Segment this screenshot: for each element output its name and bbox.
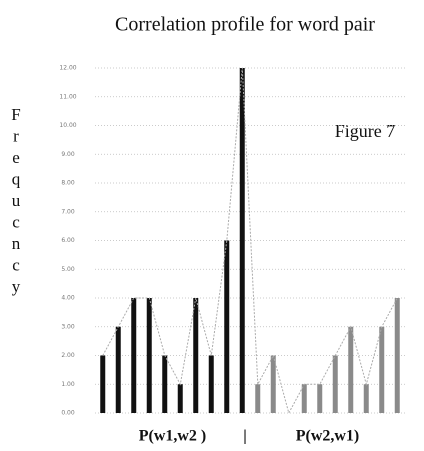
x-group-label: P(w1,w2 ) — [139, 428, 207, 445]
y-tick-label: 6.00 — [61, 237, 75, 244]
annotation: Figure 7 — [335, 121, 396, 141]
y-tick-label: 1.00 — [61, 381, 75, 388]
bar — [100, 355, 106, 413]
y-tick-label: 11.00 — [59, 93, 76, 100]
x-group-label: P(w2,w1) — [296, 428, 360, 445]
y-tick-label: 3.00 — [61, 323, 75, 330]
bar — [379, 326, 385, 413]
y-tick-label: 0.00 — [61, 410, 75, 417]
bar — [208, 355, 214, 413]
y-tick-label: 9.00 — [61, 151, 75, 158]
bar — [115, 326, 121, 413]
profile-line — [102, 67, 398, 415]
bar — [301, 384, 307, 413]
bar — [193, 298, 199, 413]
x-separator: | — [243, 428, 247, 445]
bar — [394, 298, 400, 413]
bar — [348, 326, 354, 413]
bar — [224, 240, 230, 413]
y-tick-label: 8.00 — [61, 180, 75, 187]
bar — [131, 298, 137, 413]
y-tick-label: 2.00 — [61, 352, 75, 359]
bar — [317, 384, 323, 413]
y-tick-label: 5.00 — [61, 266, 75, 273]
y-tick-label: 10.00 — [59, 122, 76, 129]
bar — [239, 68, 245, 413]
bar — [270, 355, 276, 413]
bar — [146, 298, 152, 413]
y-tick-label: 4.00 — [61, 295, 75, 302]
bar — [177, 384, 183, 413]
bar — [363, 384, 369, 413]
bar — [162, 355, 168, 413]
bar — [255, 384, 261, 413]
y-tick-label: 12.00 — [59, 65, 76, 72]
bar — [332, 355, 338, 413]
y-tick-label: 7.00 — [61, 208, 75, 215]
chart-title: Correlation profile for word pair — [115, 14, 375, 36]
